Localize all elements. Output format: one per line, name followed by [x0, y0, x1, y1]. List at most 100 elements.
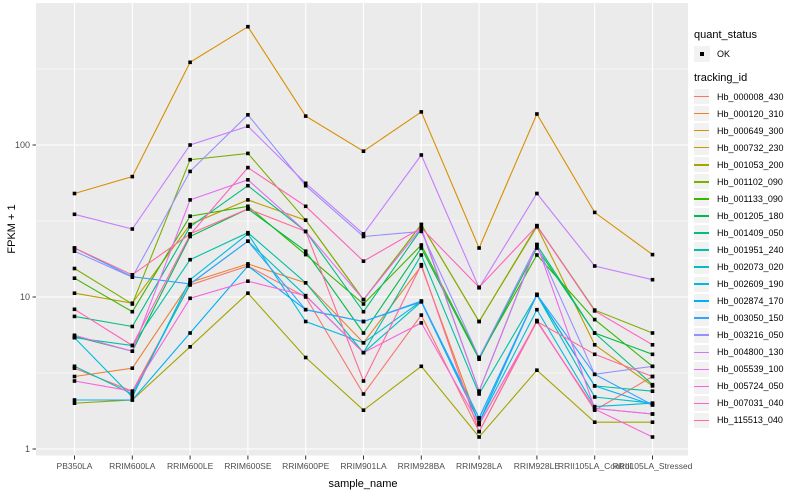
data-point [188, 214, 192, 218]
data-point [650, 374, 655, 379]
data-point [592, 395, 597, 399]
legend-key-box [694, 123, 709, 139]
legend-color-line-icon [694, 215, 709, 217]
legend-item-label: Hb_115513_040 [717, 415, 783, 426]
data-point [419, 222, 424, 227]
data-point [303, 229, 308, 234]
x-tick-label: RRIM600LE [167, 461, 214, 471]
data-point [188, 331, 192, 335]
legend-item-label: Hb_003216_050 [717, 330, 784, 341]
data-point [535, 292, 539, 297]
data-point [303, 183, 308, 188]
data-point [419, 243, 424, 247]
data-point [535, 191, 539, 196]
data-point [130, 349, 135, 353]
data-point [650, 435, 655, 439]
data-point [419, 299, 424, 303]
legend-item-Hb_003216_050: Hb_003216_050 [694, 327, 784, 344]
legend-key-box [694, 225, 709, 241]
data-point [592, 404, 597, 409]
data-point [72, 364, 77, 369]
points-Hb_000649_300 [72, 24, 655, 257]
data-point [419, 153, 424, 157]
data-point [188, 198, 192, 202]
legend-color-line-icon [694, 419, 709, 422]
data-point [130, 395, 135, 399]
data-point [477, 392, 481, 396]
data-point [592, 210, 597, 215]
data-point [419, 364, 424, 369]
data-point [130, 273, 135, 277]
legend-key-box [694, 327, 709, 343]
data-point [419, 253, 424, 257]
data-point [246, 178, 250, 182]
legend-color-line-icon [694, 266, 709, 268]
legend-title-tracking-id: tracking_id [694, 72, 748, 84]
data-point [130, 227, 135, 231]
data-point [130, 398, 135, 402]
legend-color-line-icon [694, 300, 709, 302]
legend-item-Hb_002874_170: Hb_002874_170 [694, 293, 784, 310]
legend-item-Hb_001951_240: Hb_001951_240 [694, 241, 784, 258]
legend-color-line-icon [694, 351, 709, 354]
data-point [650, 252, 655, 257]
legend-item-label: Hb_001133_090 [717, 193, 783, 204]
data-point [188, 224, 192, 229]
data-point [361, 259, 366, 263]
data-point [246, 291, 250, 295]
legend-item-Hb_000649_300: Hb_000649_300 [694, 122, 784, 139]
data-point [303, 355, 308, 360]
legend-color-items: Hb_000008_430 Hb_000120_310 Hb_000649_300 H… [694, 88, 784, 429]
data-point [130, 389, 135, 393]
data-point [246, 165, 250, 170]
data-point [535, 112, 539, 116]
legend-item-label: Hb_000120_310 [717, 108, 784, 119]
data-point [72, 333, 77, 338]
data-point [592, 352, 597, 357]
legend-item-Hb_001102_090: Hb_001102_090 [694, 173, 784, 190]
legend-key-box [694, 276, 709, 292]
data-point [72, 366, 77, 370]
data-point [303, 204, 308, 209]
legend-item-Hb_004800_130: Hb_004800_130 [694, 344, 784, 361]
data-point [246, 183, 250, 188]
legend-item-label: Hb_002609_190 [717, 279, 784, 290]
legend-title-quant-status: quant_status [694, 29, 757, 41]
legend-key-box [694, 293, 709, 309]
legend-key-box [694, 310, 709, 326]
x-tick-label: RRIM600LA [109, 461, 156, 471]
data-point [246, 151, 250, 156]
legend-color-line-icon [694, 249, 709, 251]
x-tick-label: RRIM928BA [398, 461, 446, 471]
data-point [72, 379, 77, 383]
data-point [535, 307, 539, 312]
data-point [419, 321, 424, 325]
legend-color-line-icon [694, 385, 709, 388]
data-point [592, 264, 597, 268]
data-point [650, 277, 655, 282]
data-point [477, 420, 481, 424]
data-point [188, 222, 192, 227]
data-point [419, 110, 424, 114]
data-point [72, 401, 77, 405]
legend-color-line-icon [694, 129, 709, 132]
data-point [592, 384, 597, 388]
data-point [361, 149, 366, 153]
data-point [361, 319, 366, 324]
legend-color-line-icon [694, 402, 709, 405]
x-tick-label: RRIM928LE [514, 461, 561, 471]
legend-item-label: Hb_001102_090 [717, 176, 783, 187]
legend-item-Hb_001205_180: Hb_001205_180 [694, 207, 784, 224]
data-point [535, 224, 539, 228]
legend: quant_status OK tracking_id Hb_000008_43… [694, 0, 800, 500]
legend-item-label: Hb_001951_240 [717, 244, 784, 255]
data-point [188, 60, 192, 65]
legend-item-label: Hb_002874_170 [717, 296, 784, 307]
legend-color-line-icon [694, 334, 709, 336]
data-point [361, 302, 366, 306]
data-point [477, 319, 481, 324]
legend-key-box [694, 174, 709, 190]
legend-color-line-icon [694, 283, 709, 285]
data-point [361, 392, 366, 396]
y-tick-label: 100 [15, 140, 30, 150]
